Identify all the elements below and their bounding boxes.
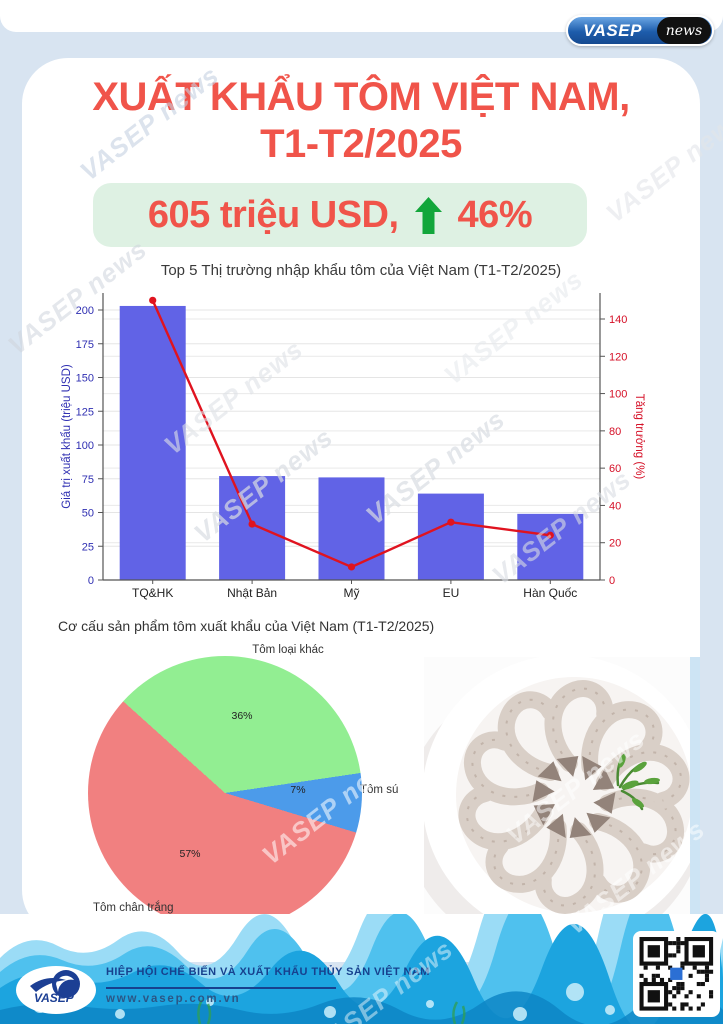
- svg-text:Giá trị xuất khẩu (triệu USD): Giá trị xuất khẩu (triệu USD): [61, 364, 73, 509]
- seaweed: [197, 999, 466, 1024]
- svg-text:175: 175: [76, 339, 94, 351]
- bar-line-chart: TQ&HK Nhật Bản Mỹ EU Hàn Quốc 0 25 50 75 100 125 15…: [61, 293, 645, 600]
- svg-text:75: 75: [82, 474, 94, 486]
- pie-label-tom-loai-khac: Tôm loại khác: [252, 644, 324, 656]
- footer-org-name: HIỆP HỘI CHẾ BIẾN VÀ XUẤT KHẨU THỦY SẢN …: [106, 966, 430, 978]
- svg-text:40: 40: [609, 500, 621, 512]
- svg-text:VASEP: VASEP: [34, 991, 75, 1005]
- svg-text:25: 25: [82, 541, 94, 553]
- page-title: XUẤT KHẨU TÔM VIỆT NAM, T1-T2/2025: [22, 74, 700, 168]
- svg-text:Hàn Quốc: Hàn Quốc: [523, 586, 577, 600]
- svg-text:120: 120: [609, 351, 627, 363]
- pie-chart-title: Cơ cấu sản phẩm tôm xuất khẩu của Việt N…: [58, 618, 435, 634]
- svg-text:20: 20: [609, 538, 621, 550]
- svg-text:200: 200: [76, 305, 94, 317]
- headline-stat-band: 605 triệu USD, 46%: [93, 183, 587, 247]
- svg-text:0: 0: [609, 575, 615, 587]
- svg-text:TQ&HK: TQ&HK: [132, 586, 173, 600]
- stat-value: 605 triệu USD,: [147, 193, 399, 236]
- vasep-news-badge: VASEP news: [566, 15, 714, 46]
- svg-text:100: 100: [76, 440, 94, 452]
- title-line-1: XUẤT KHẨU TÔM VIỆT NAM,: [92, 75, 630, 119]
- svg-text:80: 80: [609, 426, 621, 438]
- bar-chart-title: Top 5 Thị trường nhập khẩu tôm của Việt …: [160, 262, 562, 279]
- svg-text:125: 125: [76, 406, 94, 418]
- pie-pct-tom-su: 7%: [290, 784, 306, 796]
- svg-text:140: 140: [609, 314, 627, 326]
- svg-text:Tăng trưởng (%): Tăng trưởng (%): [633, 394, 645, 480]
- growth-arrow-icon: [414, 196, 442, 234]
- vasep-footer-logo: VASEP: [16, 966, 96, 1014]
- svg-text:60: 60: [609, 463, 621, 475]
- footer-divider: [106, 987, 336, 989]
- svg-text:100: 100: [609, 389, 627, 401]
- svg-text:Mỹ: Mỹ: [344, 586, 360, 600]
- svg-text:0: 0: [88, 575, 94, 587]
- svg-text:Nhật Bản: Nhật Bản: [227, 586, 277, 600]
- footer-wave-band: [0, 914, 723, 1024]
- qr-code: [633, 931, 720, 1017]
- svg-text:EU: EU: [443, 586, 460, 600]
- svg-text:50: 50: [82, 508, 94, 520]
- pie-pct-tom-loai-khac: 36%: [231, 710, 253, 722]
- shrimp-photo: [424, 657, 700, 930]
- pie-chart: [88, 656, 362, 930]
- pie-pct-tom-chan-trang: 57%: [179, 848, 201, 860]
- footer-website-link[interactable]: www.vasep.com.vn: [106, 993, 241, 1005]
- vasep-logo-text: VASEP: [583, 20, 642, 40]
- svg-text:150: 150: [76, 373, 94, 385]
- stat-growth: 46%: [457, 193, 533, 236]
- pie-label-tom-chan-trang: Tôm chân trắng: [93, 902, 174, 914]
- news-label: news: [657, 17, 711, 44]
- pie-label-tom-su: Tôm sú: [360, 784, 399, 796]
- title-line-2: T1-T2/2025: [260, 122, 462, 166]
- herb-garnish: [616, 753, 660, 811]
